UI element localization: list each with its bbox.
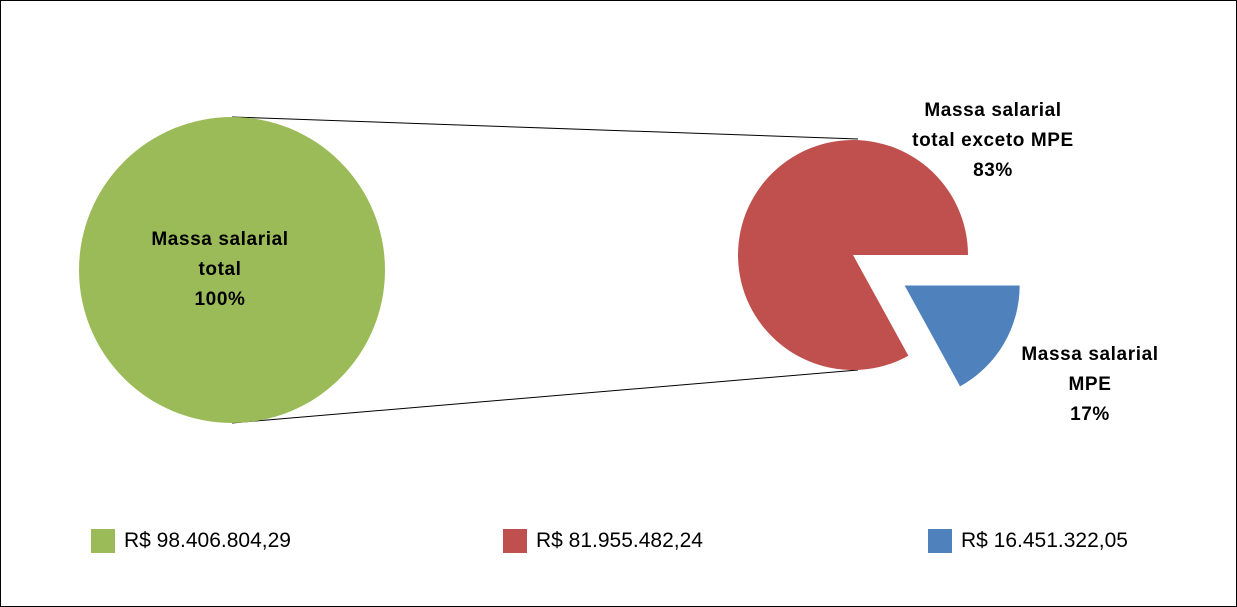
legend-item: R$ 98.406.804,29 — [91, 529, 291, 553]
legend-swatch — [503, 529, 527, 553]
pie-slice — [904, 285, 1020, 387]
value-label: 17% — [1070, 404, 1110, 425]
slice-label: Massa salarial MPE 17% — [1005, 340, 1175, 430]
slice-label: Massa salarial total exceto MPE 83% — [908, 96, 1078, 186]
connector-line — [231, 116, 859, 140]
category-label: Massa salarial total exceto MPE — [912, 100, 1074, 151]
pie-slice — [737, 140, 968, 370]
legend-item: R$ 81.955.482,24 — [503, 529, 703, 553]
legend-label: R$ 98.406.804,29 — [124, 529, 291, 552]
category-label: Massa salarial total — [151, 229, 289, 280]
value-label: 83% — [973, 160, 1013, 181]
category-label: Massa salarial MPE — [1021, 344, 1159, 395]
legend-label: R$ 81.955.482,24 — [536, 529, 703, 552]
legend-swatch — [91, 529, 115, 553]
pie-slice — [79, 117, 385, 423]
legend-swatch — [928, 529, 952, 553]
connector-line — [231, 369, 859, 424]
slice-label: Massa salarial total 100% — [135, 225, 305, 315]
value-label: 100% — [194, 289, 246, 310]
legend-label: R$ 16.451.322,05 — [961, 529, 1128, 552]
legend-item: R$ 16.451.322,05 — [928, 529, 1128, 553]
